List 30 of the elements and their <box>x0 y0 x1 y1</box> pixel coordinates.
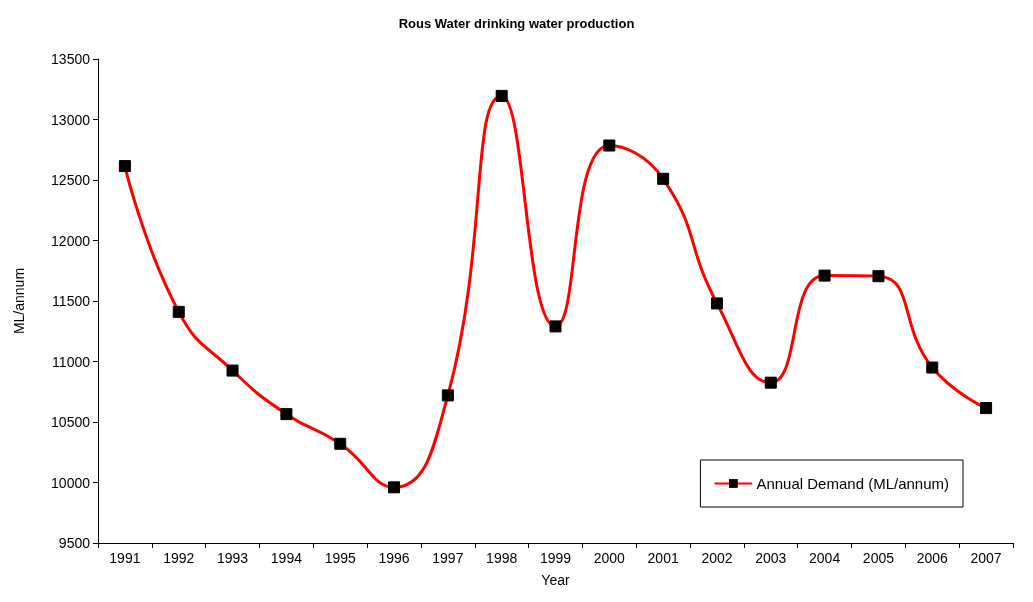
y-tick-label: 9500 <box>58 535 91 551</box>
y-tick-label: 13000 <box>51 111 91 128</box>
y-tick-label: 13500 <box>51 51 91 67</box>
x-tick-label: 2006 <box>916 550 949 566</box>
x-tick-label: 1998 <box>486 550 518 566</box>
x-tick-label: 2007 <box>970 550 1002 566</box>
x-tick-label: 1995 <box>324 550 356 566</box>
x-tick-label: 1996 <box>378 550 410 566</box>
legend-label: Annual Demand (ML/annum) <box>756 475 950 492</box>
y-tick-label: 10000 <box>51 474 91 491</box>
chart-title: Rous Water drinking water production <box>398 16 635 31</box>
y-tick-label: 12000 <box>51 232 91 249</box>
x-tick-label: 2001 <box>647 550 679 566</box>
x-tick-label: 2004 <box>809 550 841 566</box>
x-tick-label: 2005 <box>862 550 895 566</box>
x-tick-label: 2000 <box>593 550 626 566</box>
y-tick-label: 10500 <box>51 414 91 430</box>
x-tick-label: 1994 <box>270 550 303 566</box>
x-axis-title: Year <box>541 572 570 588</box>
x-tick-label: 1993 <box>216 550 249 566</box>
x-tick-label: 1992 <box>163 550 195 566</box>
x-tick-label: 2003 <box>755 550 787 566</box>
x-tick-label: 1997 <box>432 550 464 566</box>
x-tick-label: 2002 <box>701 550 733 566</box>
x-tick-label: 1999 <box>539 550 572 566</box>
y-tick-label: 11500 <box>52 293 91 309</box>
y-tick-label: 11000 <box>52 353 91 370</box>
y-tick-label: 12500 <box>51 172 91 188</box>
x-tick-label: 1991 <box>109 550 141 566</box>
y-axis-title: ML/annum <box>11 267 27 335</box>
